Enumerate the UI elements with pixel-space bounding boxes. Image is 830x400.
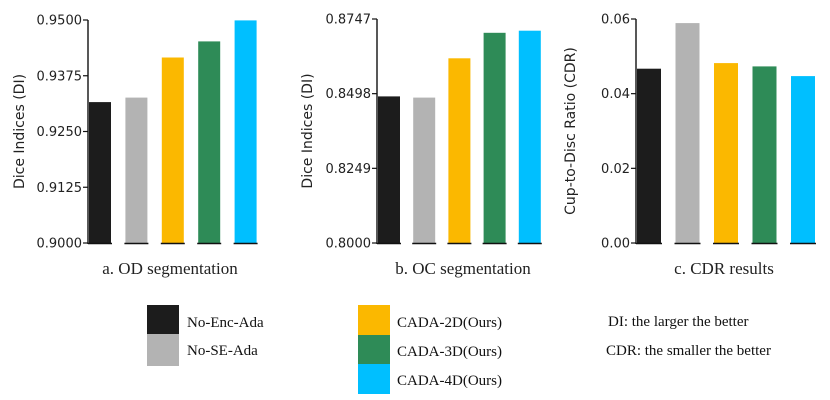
y-axis-label: Cup-to-Disc Ratio (CDR) (563, 47, 579, 215)
legend-swatch-no-enc-ada (147, 305, 179, 337)
notes: DI: the larger the better CDR: the small… (606, 314, 771, 359)
bar-cada-2d-ours (714, 63, 738, 243)
chart-caption: a. OD segmentation (102, 259, 238, 278)
bar-no-se-ada (413, 97, 436, 243)
chart-panel-2: 0.8000 0.8249 0.8498 0.8747 Dice Indices (DI… (300, 13, 542, 278)
bar-no-enc-ada (378, 96, 400, 244)
y-tick-label: 0.9125 (37, 181, 83, 196)
bar-cada-4d-ours (234, 20, 257, 244)
bar-cada-3d-ours (198, 41, 221, 244)
y-tick-label: 0.8747 (326, 13, 372, 28)
chart-panel-3: 0.00 0.02 0.04 0.06 Cup-to-Disc Ratio (CDR) c… (563, 13, 816, 278)
y-tick-label: 0.02 (601, 162, 630, 177)
charts-group: 0.9000 0.9125 0.9250 0.9375 0.9500 Dice Indic… (12, 13, 816, 278)
bar-cada-4d-ours (791, 76, 815, 243)
chart-caption: c. CDR results (674, 259, 774, 278)
bar-no-enc-ada (637, 68, 661, 243)
legend-swatch-cada-4d (358, 364, 390, 394)
legend-label-cada-3d: CADA-3D(Ours) (397, 344, 502, 360)
bar-cada-2d-ours (448, 58, 471, 243)
y-tick-label: 0.04 (601, 87, 630, 102)
y-tick-label: 0.06 (601, 13, 630, 28)
bar-cada-3d-ours (483, 32, 506, 243)
legend-swatch-cada-2d (358, 305, 390, 337)
y-tick-label: 0.9000 (37, 237, 83, 252)
note-di: DI: the larger the better (608, 314, 749, 330)
y-tick-label: 0.9500 (37, 14, 83, 29)
bar-cada-4d-ours (518, 30, 541, 244)
y-tick-label: 0.8000 (326, 237, 372, 252)
bar-cada-2d-ours (161, 57, 184, 243)
legend-label-cada-2d: CADA-2D(Ours) (397, 315, 502, 331)
legend: No-Enc-Ada No-SE-Ada CADA-2D(Ours) CADA-… (147, 305, 502, 394)
legend-label-cada-4d: CADA-4D(Ours) (397, 373, 502, 389)
chart-panel-1: 0.9000 0.9125 0.9250 0.9375 0.9500 Dice Indic… (12, 14, 258, 278)
y-tick-label: 0.00 (601, 237, 630, 252)
y-tick-label: 0.8498 (326, 87, 372, 102)
bar-cada-3d-ours (752, 66, 777, 244)
legend-swatch-no-se-ada (147, 334, 179, 366)
note-cdr: CDR: the smaller the better (606, 343, 771, 359)
legend-label-no-se-ada: No-SE-Ada (187, 343, 258, 359)
y-axis-label: Dice Indices (DI) (300, 73, 316, 188)
chart-caption: b. OC segmentation (395, 259, 531, 278)
bar-no-se-ada (675, 23, 700, 243)
legend-label-no-enc-ada: No-Enc-Ada (187, 315, 264, 331)
bar-no-se-ada (125, 97, 148, 243)
y-axis-label: Dice Indices (DI) (12, 74, 28, 189)
y-tick-label: 0.8249 (326, 162, 372, 177)
bar-no-enc-ada (89, 102, 111, 243)
y-tick-label: 0.9375 (37, 69, 83, 84)
y-tick-label: 0.9250 (37, 125, 83, 140)
legend-swatch-cada-3d (358, 335, 390, 365)
